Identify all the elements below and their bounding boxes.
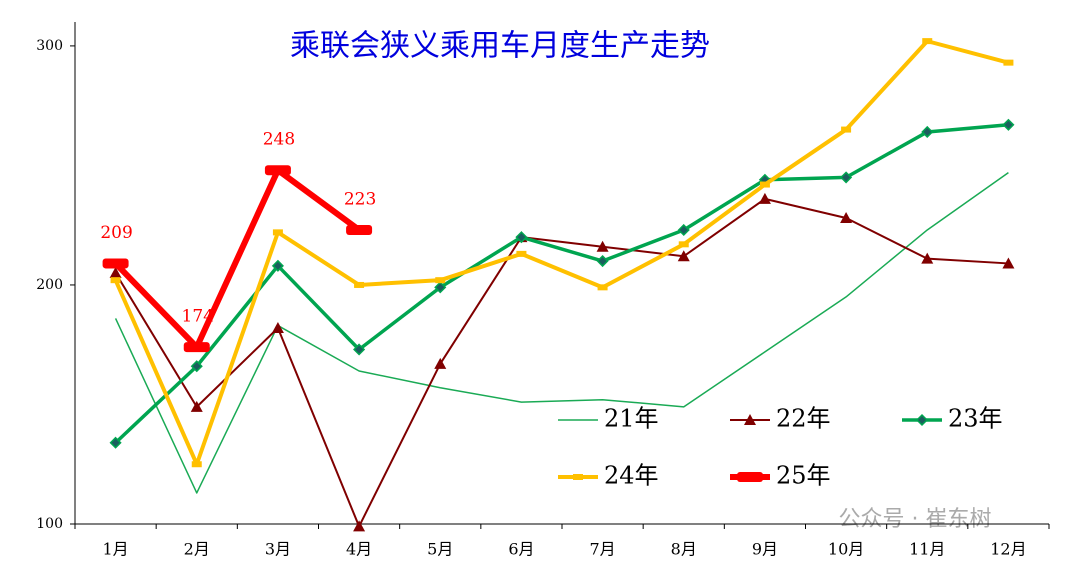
point — [677, 223, 690, 237]
point — [271, 321, 284, 333]
point — [264, 165, 291, 176]
x-tick-label: 1月 — [102, 540, 128, 559]
data-label: 174 — [182, 307, 214, 327]
point — [1003, 59, 1014, 66]
x-tick-label: 12月 — [990, 540, 1026, 559]
y-tick-label: 100 — [36, 516, 63, 532]
data-label: 248 — [263, 130, 295, 150]
point — [516, 250, 527, 257]
series-line — [114, 171, 1009, 494]
point — [346, 224, 373, 235]
legend-label: 23年 — [948, 405, 1003, 433]
point — [596, 240, 609, 252]
point — [110, 277, 121, 284]
legend-label: 25年 — [776, 462, 831, 490]
point — [596, 254, 609, 268]
legend-label: 21年 — [604, 405, 659, 433]
point — [109, 436, 122, 449]
x-tick-label: 8月 — [671, 540, 697, 559]
x-tick-label: 3月 — [265, 540, 291, 559]
y-tick-label: 200 — [36, 277, 63, 293]
chart-title: 乘联会狭义乘用车月度生产走势 — [290, 29, 710, 64]
x-tick-label: 2月 — [184, 540, 210, 559]
x-tick-label: 7月 — [589, 540, 615, 559]
point — [841, 126, 852, 133]
point — [922, 38, 933, 45]
point — [921, 125, 934, 139]
point — [758, 192, 771, 204]
x-tick-label: 10月 — [828, 540, 864, 559]
legend-label: 22年 — [776, 405, 831, 433]
x-tick-label: 9月 — [752, 540, 778, 559]
point — [759, 181, 770, 188]
point — [190, 400, 203, 412]
x-tick-label: 11月 — [909, 540, 945, 559]
legend-label: 24年 — [604, 462, 659, 490]
point — [597, 284, 608, 291]
watermark: 公众号 · 崔东树 — [839, 507, 992, 532]
point — [354, 281, 365, 288]
point — [272, 229, 283, 236]
point — [434, 281, 447, 294]
point — [183, 342, 210, 353]
point — [102, 258, 129, 269]
point — [434, 357, 447, 369]
point — [515, 231, 528, 244]
point — [190, 360, 203, 373]
point — [191, 461, 202, 468]
point — [678, 241, 689, 248]
point — [677, 250, 690, 262]
legend-marker — [915, 413, 929, 427]
legend-marker — [744, 414, 756, 425]
point — [921, 252, 934, 264]
point — [1002, 118, 1015, 131]
point — [1002, 257, 1015, 269]
x-tick-label: 5月 — [427, 540, 453, 559]
x-tick-label: 6月 — [508, 540, 534, 559]
series-line — [114, 123, 1009, 444]
legend-marker — [573, 474, 583, 480]
point — [435, 277, 446, 284]
point — [353, 520, 366, 532]
y-tick-label: 300 — [36, 38, 63, 54]
point — [109, 267, 122, 278]
data-label: 209 — [100, 223, 132, 243]
point — [840, 212, 853, 224]
point — [271, 259, 284, 272]
legend-marker — [737, 472, 763, 482]
x-tick-label: 4月 — [346, 540, 372, 559]
series-line — [113, 167, 361, 351]
point — [353, 343, 366, 356]
data-label: 223 — [344, 189, 376, 209]
series-line — [113, 39, 1009, 467]
series-line — [114, 197, 1009, 528]
point — [840, 171, 853, 184]
